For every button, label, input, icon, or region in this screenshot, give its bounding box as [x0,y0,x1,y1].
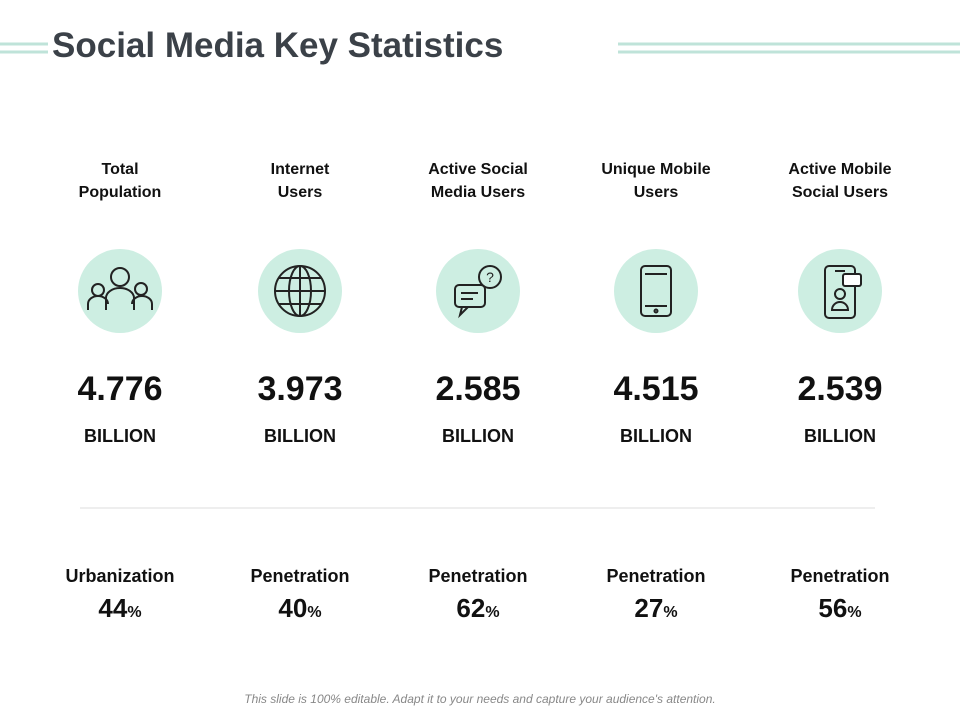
percent-value: 62 [456,593,486,623]
label-line: Active Social [428,161,528,178]
label-line: Active Mobile [788,161,892,178]
label-line: Population [78,184,162,201]
title: Social Media Key Statistics [52,26,504,65]
column-label: Unique Mobile Users [566,158,746,204]
stat-value: 3.973 [257,370,343,408]
percent-sign: % [307,604,322,621]
metric-percent: 40% [210,593,390,624]
percent-value: 56 [818,593,848,623]
metric-label: Penetration [606,566,706,586]
metric-label: Penetration [428,566,528,586]
stat-value: 4.776 [77,370,163,408]
stat-unit: BILLION [620,426,692,446]
stat-value: 2.585 [435,370,521,408]
label-line: Internet [270,161,330,178]
stat-unit: BILLION [264,426,336,446]
percent-value: 40 [278,593,308,623]
column-label: Active Social Media Users [388,158,568,204]
stat-unit: BILLION [442,426,514,446]
metric-percent: 56% [750,593,930,624]
phone-icon [640,265,672,317]
metric-percent: 62% [388,593,568,624]
svg-text:?: ? [486,269,494,285]
stat-unit: BILLION [804,426,876,446]
label-line: Total [101,161,139,178]
column-label: Internet Users [210,158,390,204]
metric-label: Penetration [790,566,890,586]
percent-sign: % [663,604,678,621]
percent-sign: % [485,604,500,621]
icon-circles [78,249,882,333]
mobile-social-icon [824,265,862,319]
people-icon [87,267,153,310]
label-line: Unique Mobile [601,161,711,178]
label-line: Users [633,184,679,201]
column-label: Total Population [30,158,210,204]
title-rules [0,42,960,54]
metric-label: Penetration [250,566,350,586]
footer-note: This slide is 100% editable. Adapt it to… [244,692,716,706]
label-line: Users [277,184,323,201]
label-line: Social Users [791,184,889,201]
globe-icon [274,265,326,317]
percent-sign: % [847,604,862,621]
stat-value: 4.515 [613,370,699,408]
stat-value: 2.539 [797,370,883,408]
metric-percent: 27% [566,593,746,624]
percent-value: 27 [634,593,664,623]
percent-sign: % [127,604,142,621]
chat-icon: ? [454,265,502,319]
metric-percent: 44% [30,593,210,624]
column-label: Active Mobile Social Users [750,158,930,204]
percent-value: 44 [98,593,128,623]
metric-label: Urbanization [65,566,175,586]
stat-unit: BILLION [84,426,156,446]
label-line: Media Users [430,184,526,201]
